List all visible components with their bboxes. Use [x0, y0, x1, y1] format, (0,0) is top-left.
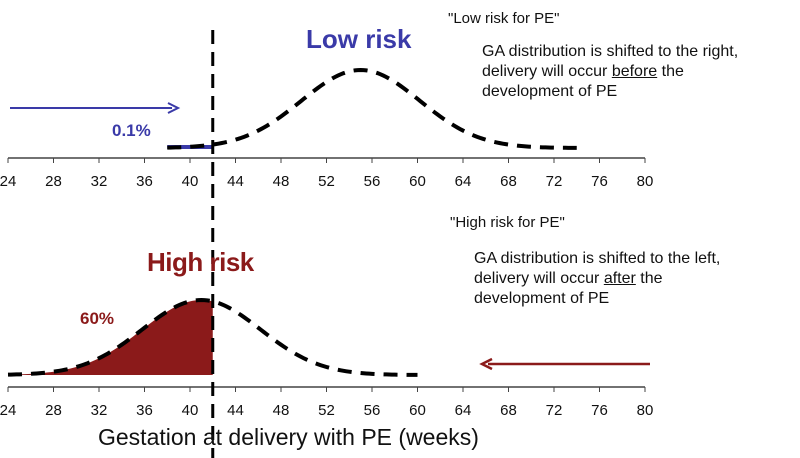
x-tick-label: 36: [136, 402, 153, 419]
note-line: GA distribution is shifted to the right,: [482, 43, 739, 60]
x-tick-label: 24: [0, 173, 16, 190]
x-tick-label: 52: [318, 173, 335, 190]
x-tick-label: 32: [91, 402, 108, 419]
x-tick-label: 28: [45, 402, 62, 419]
shaded-area: [8, 300, 213, 375]
x-tick-label: 36: [136, 173, 153, 190]
x-tick-label: 44: [227, 173, 244, 190]
x-tick-label: 72: [546, 402, 563, 419]
high-risk-note: GA distribution is shifted to the left, …: [474, 249, 720, 309]
x-tick-label: 28: [45, 173, 62, 190]
low-risk-title: Low risk: [306, 24, 412, 54]
x-tick-label: 24: [0, 402, 16, 419]
note-text: delivery will occur: [482, 63, 612, 80]
low-risk-subtitle: "Low risk for PE": [448, 10, 560, 27]
x-tick-label: 48: [273, 402, 290, 419]
high-risk-subtitle: "High risk for PE": [450, 214, 565, 231]
high-risk-area-label: 60%: [80, 309, 115, 328]
x-tick-label: 80: [637, 173, 654, 190]
note-emphasis: before: [611, 63, 658, 80]
x-tick-label: 60: [409, 402, 426, 419]
x-tick-label: 72: [546, 173, 563, 190]
note-line: delivery will occur after the: [474, 269, 720, 289]
x-tick-label: 56: [364, 173, 381, 190]
note-line: GA distribution is shifted to the left,: [474, 250, 721, 267]
x-tick-label: 32: [91, 173, 108, 190]
x-tick-label: 44: [227, 402, 244, 419]
x-tick-label: 64: [455, 402, 472, 419]
arrow-head-icon: [167, 102, 181, 114]
note-emphasis: after: [603, 270, 636, 287]
x-tick-label: 68: [500, 402, 517, 419]
note-line: development of PE: [474, 290, 610, 307]
note-text: the: [657, 63, 684, 80]
x-tick-label: 76: [591, 402, 608, 419]
x-tick-label: 40: [182, 402, 199, 419]
x-tick-label: 76: [591, 173, 608, 190]
note-line: delivery will occur before the: [482, 62, 738, 82]
x-axis-title: Gestation at delivery with PE (weeks): [98, 424, 479, 450]
x-tick-label: 64: [455, 173, 472, 190]
low-risk-area-label: 0.1%: [112, 121, 151, 140]
high-risk-title: High risk: [147, 247, 254, 277]
distribution-curve: [7, 297, 418, 377]
note-line: development of PE: [482, 83, 618, 100]
x-tick-label: 40: [182, 173, 199, 190]
note-text: the: [635, 270, 663, 287]
arrow-head-icon: [479, 357, 493, 371]
x-tick-label: 56: [364, 402, 381, 419]
x-tick-label: 52: [318, 402, 335, 419]
x-tick-label: 48: [273, 173, 290, 190]
x-tick-label: 68: [500, 173, 517, 190]
x-tick-label: 80: [637, 402, 654, 419]
x-tick-label: 60: [409, 173, 426, 190]
low-risk-note: GA distribution is shifted to the right,…: [482, 42, 738, 102]
note-text: delivery will occur: [474, 270, 604, 287]
